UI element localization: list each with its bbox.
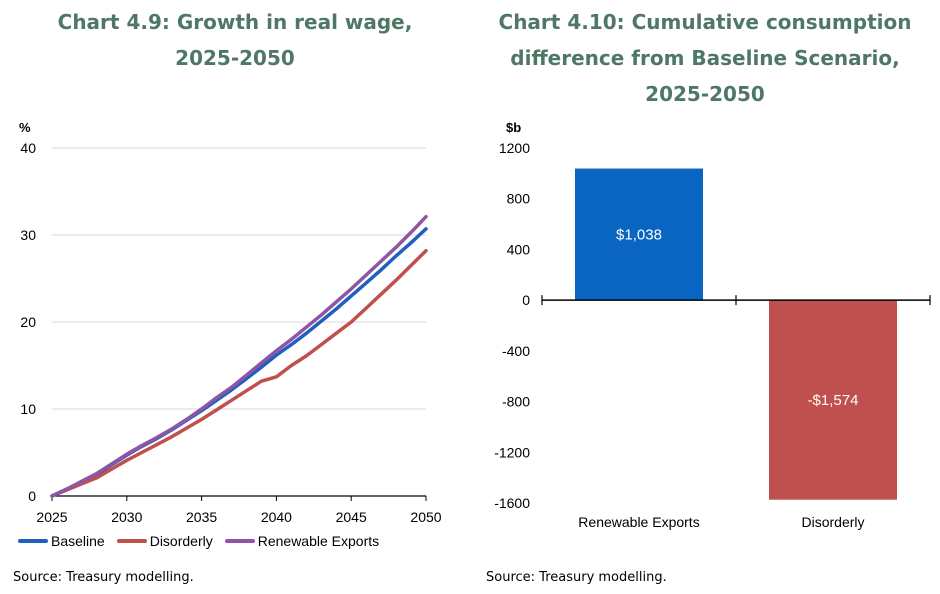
x-category-label: Disorderly [801, 514, 864, 530]
legend-item: Disorderly [116, 533, 213, 549]
x-category-label: Renewable Exports [578, 514, 699, 530]
y-tick-label: -1600 [494, 495, 530, 511]
chart-title-line: 2025-2050 [645, 82, 765, 106]
y-tick-label: 800 [507, 191, 531, 207]
y-tick-label: 10 [20, 401, 36, 417]
y-tick-label: 0 [522, 292, 530, 308]
legend-label: Renewable Exports [257, 533, 380, 549]
legend: Baseline Disorderly Renewable Exports [18, 533, 379, 549]
y-tick-label: 20 [20, 314, 36, 330]
x-tick-label: 2050 [410, 509, 441, 525]
chart-title-line: Chart 4.9: Growth in real wage, [57, 10, 413, 34]
bar-chart: 1200 800 400 0 -400 -800 -1200 -1600 $1,038 Renew… [494, 140, 931, 530]
y-tick-label: 1200 [499, 140, 530, 156]
legend-swatch [116, 539, 147, 543]
legend-item: Renewable Exports [224, 533, 380, 549]
source-note: Source: Treasury modelling. [486, 570, 667, 585]
chart-title: Chart 4.10: Cumulative consumption diffe… [470, 4, 940, 112]
bar-disorderly [769, 300, 897, 500]
y-tick-label: 40 [20, 140, 36, 156]
consumption-chart-panel: Chart 4.10: Cumulative consumption diffe… [470, 0, 940, 594]
legend-swatch [18, 539, 48, 543]
source-note: Source: Treasury modelling. [13, 570, 194, 585]
chart-title-line: 2025-2050 [175, 46, 295, 70]
chart-title: Chart 4.9: Growth in real wage, 2025-205… [0, 4, 470, 76]
series-line-disorderly [50, 248, 428, 498]
x-tick-label: 2040 [261, 509, 292, 525]
y-tick-label: -800 [502, 394, 530, 410]
bar-renewable-exports [575, 168, 703, 301]
bar-data-label: -$1,574 [808, 392, 859, 409]
y-tick-label: 0 [28, 488, 36, 504]
y-tick-label: 30 [20, 227, 36, 243]
y-axis-unit: % [19, 120, 31, 135]
chart-title-line: difference from Baseline Scenario, [510, 46, 900, 70]
y-axis-unit: $b [506, 120, 522, 135]
real-wage-chart-panel: Chart 4.9: Growth in real wage, 2025-205… [0, 4, 470, 585]
legend-swatch [224, 539, 255, 543]
x-tick-label: 2030 [111, 509, 142, 525]
y-tick-label: -1200 [494, 444, 530, 460]
legend-label: Baseline [51, 533, 105, 549]
y-tick-label: -400 [502, 343, 530, 359]
legend-item: Baseline [18, 533, 105, 549]
series-line-baseline [50, 227, 428, 498]
bar-data-label: $1,038 [616, 226, 662, 243]
series-line-renewable-exports [50, 214, 428, 498]
x-tick-label: 2025 [36, 509, 67, 525]
x-tick-label: 2045 [336, 509, 367, 525]
x-tick-label: 2035 [186, 509, 217, 525]
chart-title-line: Chart 4.10: Cumulative consumption [498, 10, 912, 34]
legend-label: Disorderly [149, 533, 213, 549]
y-tick-label: 400 [507, 241, 531, 257]
